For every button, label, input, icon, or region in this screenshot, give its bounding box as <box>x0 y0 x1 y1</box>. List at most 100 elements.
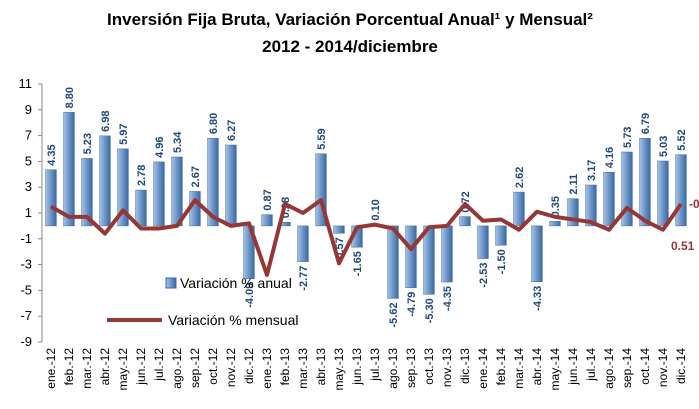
y-tick-label: 3 <box>25 179 32 194</box>
x-tick-label: ago.-14 <box>602 348 616 389</box>
bar <box>135 189 147 227</box>
bar-value-label: 0.35 <box>550 196 562 217</box>
x-tick-label: nov.-14 <box>656 348 670 387</box>
bar-value-label: 5.52 <box>676 129 688 150</box>
bar <box>405 225 417 288</box>
bar <box>675 154 687 227</box>
bar-value-label: 5.73 <box>622 127 634 148</box>
y-tick-label: 1 <box>25 205 32 220</box>
bar-value-label: 6.79 <box>640 113 652 134</box>
bar <box>315 153 327 227</box>
bar-value-label: 0.87 <box>262 189 274 210</box>
x-tick-label: ene.-13 <box>260 348 274 389</box>
bar-value-label: 3.17 <box>586 160 598 181</box>
x-tick-label: abr.-12 <box>98 348 112 386</box>
bar-value-label: 6.27 <box>226 120 238 141</box>
chart-title: Inversión Fija Bruta, Variación Porcentu… <box>107 10 593 29</box>
x-tick-label: abr.-13 <box>314 348 328 386</box>
x-tick-label: ene.-14 <box>476 348 490 389</box>
bar <box>207 137 219 227</box>
bar <box>387 225 399 299</box>
line-value-label: -0.98 <box>689 197 699 211</box>
y-tick-label: 9 <box>25 102 32 117</box>
legend-swatch <box>165 277 177 289</box>
x-tick-label: mar.-12 <box>80 348 94 389</box>
bar-value-label: 2.11 <box>568 174 580 195</box>
bar-value-label: 2.78 <box>136 165 148 186</box>
y-tick-label: -3 <box>20 257 32 272</box>
bar-value-label: 8.80 <box>64 87 76 108</box>
bar-value-label: -4.33 <box>532 286 544 311</box>
bar-value-label: 0.10 <box>370 199 382 220</box>
x-tick-label: jul.-13 <box>368 348 382 382</box>
line <box>50 198 683 277</box>
bar-value-label: -4.09 <box>244 283 256 308</box>
bar-value-label: 6.80 <box>208 113 220 134</box>
bar <box>297 225 309 262</box>
bar <box>63 112 75 227</box>
bar <box>513 191 525 227</box>
x-tick-label: jun.-13 <box>350 348 364 386</box>
bar-value-label: 5.34 <box>172 131 184 153</box>
bar-value-label: 5.97 <box>118 123 130 144</box>
bar <box>585 184 597 227</box>
bar-value-label: 2.67 <box>190 166 202 187</box>
x-tick-label: oct.-12 <box>206 348 220 385</box>
bar-value-label: -2.53 <box>478 263 490 288</box>
x-tick-label: sep.-12 <box>188 348 202 388</box>
x-tick-label: may.-12 <box>116 348 130 391</box>
x-tick-label: mar.-14 <box>512 348 526 389</box>
bar <box>153 161 165 227</box>
chart-subtitle: 2012 - 2014/diciembre <box>262 37 438 56</box>
x-tick-label: ago.-12 <box>170 348 184 389</box>
bar <box>333 225 345 234</box>
bar-value-label: -4.35 <box>442 286 454 311</box>
y-tick-label: -7 <box>20 308 32 323</box>
bar <box>99 135 111 227</box>
bar <box>495 225 507 246</box>
y-tick-label: -1 <box>20 231 32 246</box>
bar-value-label: -2.77 <box>298 266 310 291</box>
bar <box>621 151 633 227</box>
line-value-label: 0.51 <box>671 239 695 253</box>
y-tick-label: -9 <box>20 334 32 349</box>
bar-value-label: 4.35 <box>46 144 58 165</box>
bar-value-label: 5.23 <box>82 133 94 154</box>
x-tick-label: dic.-12 <box>242 348 256 384</box>
x-tick-label: feb.-14 <box>494 348 508 386</box>
x-tick-label: may.-13 <box>332 348 346 391</box>
bar-value-label: 5.59 <box>316 128 328 149</box>
bar-value-label: 2.62 <box>514 167 526 188</box>
bar-value-label: -4.79 <box>406 292 418 317</box>
y-tick-label: 5 <box>25 153 32 168</box>
bar-value-label: 4.96 <box>154 136 166 157</box>
bar <box>459 216 471 227</box>
bar <box>567 198 579 227</box>
bar-value-label: 4.16 <box>604 147 616 168</box>
bar <box>657 160 669 227</box>
bar <box>441 225 453 283</box>
bar-value-label: 6.98 <box>100 110 112 131</box>
bar-value-label: -5.30 <box>424 298 436 323</box>
bar <box>225 144 237 227</box>
x-tick-label: jul.-12 <box>152 348 166 382</box>
bar <box>423 225 435 295</box>
x-tick-label: nov.-12 <box>224 348 238 387</box>
bar-value-label: 5.03 <box>658 136 670 157</box>
x-tick-label: feb.-12 <box>62 348 76 386</box>
x-tick-label: ene.-12 <box>44 348 58 389</box>
bar-value-label: -5.62 <box>388 302 400 327</box>
x-tick-label: oct.-14 <box>638 348 652 385</box>
bar-value-label: -1.65 <box>352 251 364 276</box>
bar <box>549 221 561 227</box>
bar <box>261 214 273 227</box>
legend-label: Variación % anual <box>180 275 292 291</box>
x-tick-label: oct.-13 <box>422 348 436 385</box>
bar <box>477 225 489 259</box>
x-tick-label: dic.-13 <box>458 348 472 384</box>
x-tick-label: sep.-14 <box>620 348 634 388</box>
x-tick-label: jun.-12 <box>134 348 148 386</box>
bar-value-label: -1.50 <box>496 249 508 274</box>
x-tick-label: jun.-14 <box>566 348 580 386</box>
x-tick-label: jul.-14 <box>584 348 598 382</box>
